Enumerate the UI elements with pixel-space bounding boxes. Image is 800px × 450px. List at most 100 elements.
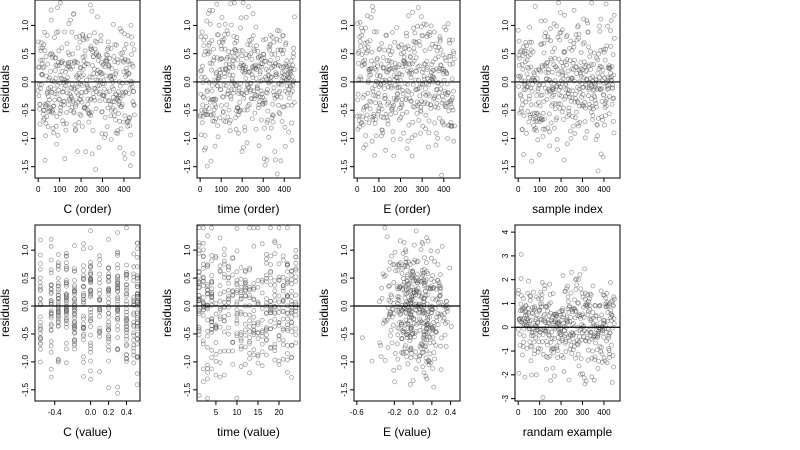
data-point	[55, 275, 61, 281]
data-point	[211, 57, 217, 63]
data-point	[219, 46, 225, 52]
data-point	[409, 269, 415, 275]
data-point	[62, 29, 67, 35]
data-point	[441, 122, 447, 128]
data-point	[364, 39, 370, 45]
data-point	[217, 349, 223, 355]
data-point	[426, 330, 432, 336]
data-point	[268, 344, 274, 350]
data-point	[262, 162, 268, 168]
data-point	[553, 313, 559, 319]
data-point	[45, 89, 50, 95]
data-point	[38, 45, 44, 51]
x-tick-label: 300	[576, 408, 590, 417]
data-point	[381, 115, 387, 120]
data-point	[217, 306, 223, 312]
data-point	[255, 353, 261, 359]
data-point	[385, 344, 391, 350]
data-point	[400, 265, 406, 271]
data-point	[553, 101, 559, 107]
data-point	[425, 144, 431, 150]
data-point	[400, 307, 405, 313]
data-point	[571, 321, 576, 326]
data-point	[386, 297, 392, 303]
data-point	[55, 316, 61, 322]
data-point	[239, 53, 245, 59]
data-point	[280, 274, 286, 280]
data-point	[134, 240, 140, 246]
data-point	[525, 84, 531, 90]
y-tick-label: -1.5	[501, 159, 510, 173]
data-point	[524, 130, 529, 136]
data-point	[421, 329, 427, 335]
data-point	[538, 316, 544, 322]
data-point	[412, 132, 418, 138]
data-point	[50, 52, 56, 58]
data-point	[416, 85, 422, 91]
data-point	[124, 298, 129, 304]
data-point	[401, 240, 407, 245]
data-point	[263, 58, 269, 64]
data-point	[48, 298, 54, 304]
data-point	[515, 290, 521, 296]
data-point	[108, 73, 113, 78]
data-point	[55, 262, 61, 268]
data-point	[529, 89, 535, 94]
data-point	[59, 58, 65, 64]
data-point	[582, 99, 587, 105]
data-point	[58, 105, 63, 110]
data-point	[405, 329, 411, 335]
data-point	[405, 361, 411, 367]
data-point	[65, 75, 70, 80]
data-point	[396, 62, 402, 68]
data-point	[533, 67, 539, 73]
data-point	[577, 119, 583, 125]
data-point	[522, 374, 528, 380]
data-point	[216, 73, 222, 79]
data-point	[222, 21, 228, 27]
data-point	[586, 93, 591, 99]
data-point	[226, 120, 232, 126]
x-tick-label: 400	[437, 185, 451, 194]
data-point	[590, 74, 595, 80]
y-tick-label: 2	[501, 277, 510, 282]
data-point	[198, 132, 204, 138]
data-point	[434, 318, 440, 324]
data-point	[231, 0, 237, 6]
data-point	[113, 69, 119, 74]
data-point	[109, 66, 115, 71]
data-point	[198, 68, 204, 74]
data-point	[431, 29, 437, 35]
data-point	[120, 50, 125, 56]
data-point	[533, 125, 538, 131]
data-point	[115, 294, 120, 300]
data-point	[53, 55, 58, 61]
data-point	[97, 304, 102, 310]
data-point	[88, 368, 93, 374]
data-point	[443, 306, 449, 312]
data-point	[124, 293, 129, 299]
data-point	[221, 304, 227, 310]
data-point	[373, 67, 379, 73]
data-point	[88, 275, 93, 281]
data-point	[408, 55, 413, 60]
data-point	[374, 73, 380, 78]
data-point	[528, 102, 534, 108]
data-point	[289, 73, 295, 79]
data-point	[378, 114, 384, 120]
data-point	[443, 321, 449, 327]
data-point	[548, 26, 553, 32]
data-point	[404, 299, 409, 305]
data-point	[558, 29, 564, 35]
data-point	[247, 89, 253, 94]
data-point	[403, 310, 409, 316]
data-point	[72, 326, 77, 332]
data-point	[233, 126, 239, 132]
data-point	[547, 143, 553, 149]
data-point	[408, 326, 414, 332]
x-tick-label: -0.2	[387, 408, 401, 417]
data-point	[236, 85, 242, 91]
data-point	[440, 97, 446, 103]
data-point	[578, 50, 584, 55]
data-point	[552, 373, 557, 379]
